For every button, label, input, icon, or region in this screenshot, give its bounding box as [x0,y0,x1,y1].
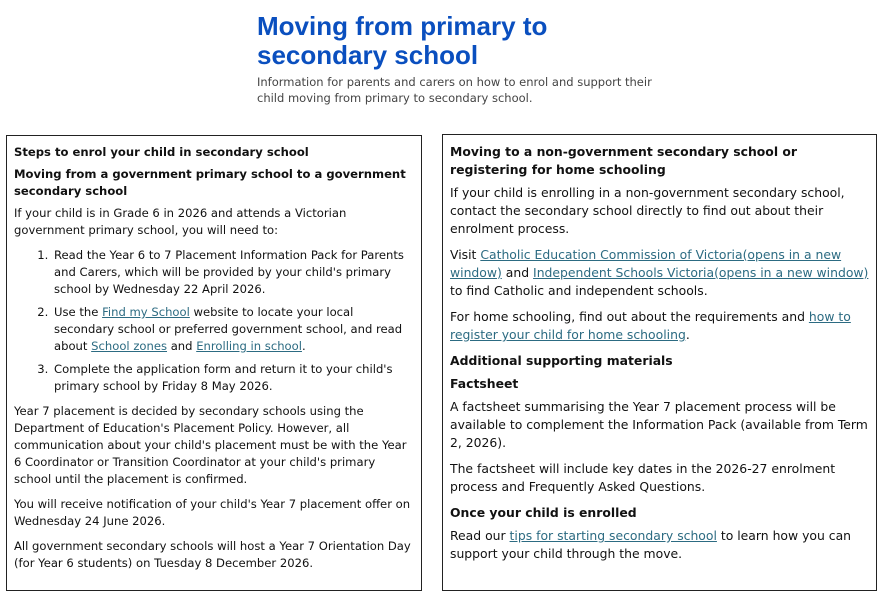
paragraph: Year 7 placement is decided by secondary… [14,403,414,488]
paragraph: A factsheet summarising the Year 7 place… [450,398,869,452]
text: All government secondary schools will ho… [14,539,411,570]
text: Read the Year 6 to 7 Placement Informati… [54,248,404,296]
link[interactable]: Independent Schools Victoria(opens in a … [533,265,869,280]
page-title: Moving from primary to secondary school [257,11,548,70]
paragraph: All government secondary schools will ho… [14,538,414,572]
text: If your child is in Grade 6 in 2026 and … [14,206,347,237]
left-panel: Steps to enrol your child in secondary s… [6,135,422,591]
text: . [301,339,306,353]
paragraph: You will receive notification of your ch… [14,496,414,530]
text: Complete the application form and return… [54,362,393,393]
step-item: Complete the application form and return… [52,361,414,395]
text: A factsheet summarising the Year 7 place… [450,399,868,450]
step-list: Read the Year 6 to 7 Placement Informati… [14,247,414,395]
text: to find Catholic and independent schools… [450,283,708,298]
paragraph: If your child is enrolling in a non-gove… [450,184,869,238]
right-panel: Moving to a non-government secondary sch… [442,134,877,591]
text: to learn how you can support your child … [450,528,852,561]
step-item: Use the Find my School website to locate… [52,304,414,355]
text: and [501,265,534,280]
section-heading: Factsheet [450,376,519,391]
step-item: Read the Year 6 to 7 Placement Informati… [52,247,414,298]
paragraph: Visit Catholic Education Commission of V… [450,246,869,300]
text: website to locate your local secondary s… [54,305,403,353]
text: Visit [450,247,481,262]
link[interactable]: Catholic Education Commission of Victori… [450,247,842,280]
link[interactable]: Find my School [102,305,190,319]
section-heading: Additional supporting materials [450,353,673,368]
text: You will receive notification of your ch… [14,497,411,528]
paragraph: If your child is in Grade 6 in 2026 and … [14,205,414,239]
link[interactable]: School zones [91,339,168,353]
text: The factsheet will include key dates in … [450,461,836,494]
link[interactable]: tips for starting secondary school [509,528,717,543]
paragraph: The factsheet will include key dates in … [450,460,869,496]
text: and [167,339,197,353]
link[interactable]: Enrolling in school [196,339,302,353]
text: Use the [54,305,103,319]
page-subtitle: Information for parents and carers on ho… [257,75,652,105]
text: For home schooling, find out about the r… [450,309,809,324]
text: . [685,327,690,342]
text: If your child is enrolling in a non-gove… [450,185,845,236]
section-heading: Moving to a non-government secondary sch… [450,144,797,177]
link[interactable]: how to register your child for home scho… [450,309,851,342]
section-heading: Steps to enrol your child in secondary s… [14,145,309,159]
section-heading: Moving from a government primary school … [14,167,406,198]
paragraph: Read our tips for starting secondary sch… [450,527,869,563]
text: Year 7 placement is decided by secondary… [14,404,407,486]
paragraph: For home schooling, find out about the r… [450,308,869,344]
section-heading: Once your child is enrolled [450,505,637,520]
text: Read our [450,528,510,543]
